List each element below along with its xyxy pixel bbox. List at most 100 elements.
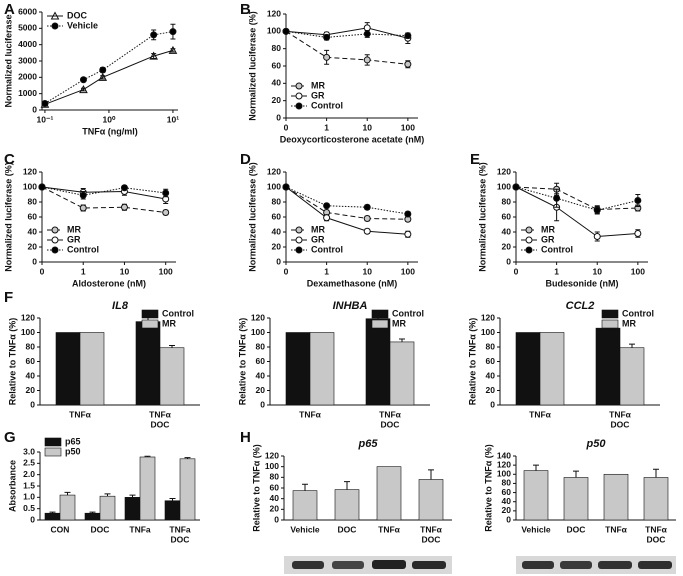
error-bar: [533, 464, 539, 471]
legend-marker: [295, 102, 303, 110]
y-tick-label: 0: [30, 399, 35, 409]
error-bar: [653, 468, 659, 478]
y-tick-label: 80: [26, 341, 36, 351]
x-tick-label: 1: [324, 266, 329, 276]
panel-label: H: [240, 429, 251, 446]
marker: [404, 60, 412, 68]
bar: [99, 495, 116, 521]
error-bar: [144, 455, 151, 457]
legend-swatch: [141, 319, 159, 329]
error-bar: [184, 457, 191, 459]
bar: [309, 332, 335, 406]
x-axis-label: Budesonide (nM): [546, 278, 619, 288]
legend-marker: [51, 226, 59, 234]
x-axis-label: TNFα (ng/ml): [82, 126, 138, 136]
x-tick-label: 100: [401, 122, 415, 132]
y-tick-label: 0: [32, 104, 37, 114]
y-tick-label: 60: [272, 60, 282, 70]
panel-label: B: [240, 1, 251, 18]
y-tick-label: 120: [267, 166, 281, 176]
legend-label: GR: [541, 234, 555, 244]
y-tick-label: 3000: [18, 55, 37, 65]
x-tick-label: TNFa: [169, 524, 191, 534]
bar: [539, 332, 565, 406]
y-axis-label: Normalized luciferase (%): [3, 162, 13, 272]
y-tick-label: 0: [506, 256, 511, 266]
y-tick-label: 4000: [18, 39, 37, 49]
legend-label: GR: [311, 234, 325, 244]
y-tick-label: 80: [28, 196, 38, 206]
bar: [179, 458, 196, 521]
x-tick-label: DOC: [422, 534, 441, 544]
marker: [363, 30, 371, 38]
y-tick-label: 40: [502, 226, 512, 236]
legend-label: MR: [311, 224, 325, 234]
bar: [59, 494, 76, 521]
y-tick-label: 20: [486, 385, 496, 395]
marker: [168, 45, 178, 54]
y-tick-label: 80: [270, 472, 280, 482]
marker: [404, 230, 412, 238]
x-tick-label: DOC: [647, 534, 666, 544]
legend-swatch: [371, 319, 389, 329]
bar: [418, 479, 444, 521]
y-tick-label: 100: [497, 181, 511, 191]
legend-label: p50: [65, 446, 81, 456]
error-bar: [302, 483, 308, 491]
legend-label: MR: [541, 224, 555, 234]
y-tick-label: 2.5: [23, 458, 35, 468]
series-line: [285, 186, 408, 235]
y-tick-label: 120: [497, 459, 511, 469]
y-tick-label: 100: [21, 327, 35, 337]
y-tick-label: 80: [272, 196, 282, 206]
y-tick-label: 100: [267, 181, 281, 191]
marker: [79, 204, 87, 212]
y-tick-label: 40: [28, 226, 38, 236]
bar: [603, 473, 629, 521]
bar: [595, 327, 621, 406]
legend-marker: [51, 22, 59, 30]
x-tick-label: DOC: [381, 419, 400, 429]
y-tick-label: 40: [256, 370, 266, 380]
marker: [99, 66, 107, 74]
error-bar: [89, 511, 96, 514]
y-tick-label: 100: [23, 181, 37, 191]
marker: [79, 191, 87, 199]
bar: [55, 332, 81, 406]
error-bar: [399, 338, 405, 342]
marker: [323, 202, 331, 210]
x-tick-label: 1: [81, 266, 86, 276]
legend-swatch: [601, 309, 619, 319]
y-tick-label: 2000: [18, 72, 37, 82]
x-tick-label: 0: [284, 266, 289, 276]
x-tick-label: 1: [324, 122, 329, 132]
x-tick-label: DOC: [91, 524, 110, 534]
marker: [363, 227, 371, 235]
marker: [150, 31, 158, 39]
y-tick-label: 120: [21, 312, 35, 322]
y-tick-label: 60: [26, 356, 36, 366]
marker: [323, 53, 331, 61]
bar: [84, 512, 101, 521]
y-axis-label: Relative to TNFα (%): [7, 318, 17, 406]
y-tick-label: 40: [486, 370, 496, 380]
x-axis-label: Dexamethasone (nM): [307, 278, 398, 288]
series-line: [285, 186, 408, 220]
y-tick-label: 120: [481, 312, 495, 322]
y-tick-label: 60: [28, 211, 38, 221]
series-line: [515, 186, 638, 238]
y-tick-label: 0: [506, 514, 511, 524]
chart-title: INHBA: [333, 300, 368, 312]
marker: [593, 233, 601, 240]
error-bar: [170, 48, 176, 53]
marker: [323, 33, 331, 41]
series-line: [285, 30, 408, 38]
y-tick-label: 0.5: [23, 503, 35, 513]
x-tick-label: DOC: [611, 419, 630, 429]
marker: [593, 206, 601, 214]
y-tick-label: 60: [270, 482, 280, 492]
legend-label: MR: [622, 318, 636, 328]
legend-marker: [50, 11, 60, 20]
marker: [634, 230, 642, 237]
y-tick-label: 60: [486, 356, 496, 366]
